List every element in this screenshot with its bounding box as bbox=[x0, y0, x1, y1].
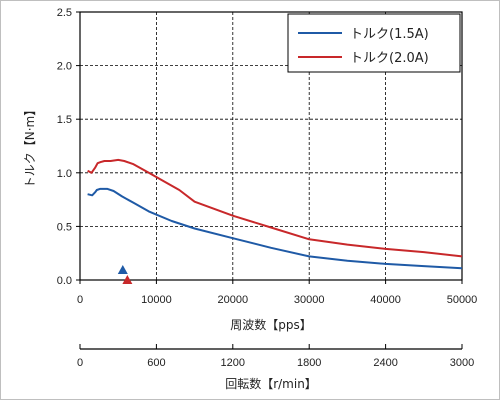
speed-marker-0 bbox=[117, 265, 128, 274]
x-tick-label: 10000 bbox=[141, 294, 172, 306]
legend-box bbox=[287, 13, 461, 73]
x-tick-label: 40000 bbox=[370, 294, 401, 306]
grid-lines bbox=[76, 11, 463, 284]
legend-label-1: トルク(2.0A) bbox=[350, 51, 429, 66]
legend: トルク(1.5A) トルク(2.0A) bbox=[287, 13, 461, 73]
secondary-tick-label: 2400 bbox=[373, 357, 397, 369]
secondary-axis-title: 回転数【r/min】 bbox=[225, 376, 317, 391]
speed-markers bbox=[117, 265, 133, 284]
secondary-tick-label: 0 bbox=[77, 357, 83, 369]
y-tick-label: 0.0 bbox=[57, 275, 72, 287]
secondary-axis: 0 600 1200 1800 2400 3000 回転数【r/min】 bbox=[77, 344, 474, 391]
series-line-0 bbox=[87, 187, 463, 270]
x-tick-label: 0 bbox=[77, 294, 83, 306]
series-lines bbox=[87, 158, 463, 270]
y-tick-label: 2.5 bbox=[57, 7, 72, 19]
legend-label-0: トルク(1.5A) bbox=[350, 27, 429, 42]
y-tick-label: 1.0 bbox=[57, 168, 72, 180]
y-axis-title: トルク【N·m】 bbox=[23, 104, 37, 188]
secondary-tick-label: 600 bbox=[147, 357, 165, 369]
secondary-tick-label: 3000 bbox=[450, 357, 474, 369]
y-tick-label: 0.5 bbox=[57, 221, 72, 233]
tick-labels: 0 10000 20000 30000 40000 50000 0.0 0.5 1.0 1.5 2.… bbox=[57, 7, 478, 306]
secondary-tick-label: 1800 bbox=[297, 357, 321, 369]
x-tick-label: 30000 bbox=[294, 294, 325, 306]
y-tick-label: 2.0 bbox=[57, 61, 72, 73]
x-tick-label: 20000 bbox=[218, 294, 249, 306]
series-line-1 bbox=[87, 158, 463, 258]
x-axis-title: 周波数【pps】 bbox=[230, 317, 312, 332]
y-tick-label: 1.5 bbox=[57, 114, 72, 126]
secondary-tick-label: 1200 bbox=[221, 357, 245, 369]
x-tick-label: 50000 bbox=[447, 294, 478, 306]
secondary-axis-ticks: 0 600 1200 1800 2400 3000 bbox=[77, 344, 474, 369]
speed-marker-1 bbox=[122, 275, 133, 284]
